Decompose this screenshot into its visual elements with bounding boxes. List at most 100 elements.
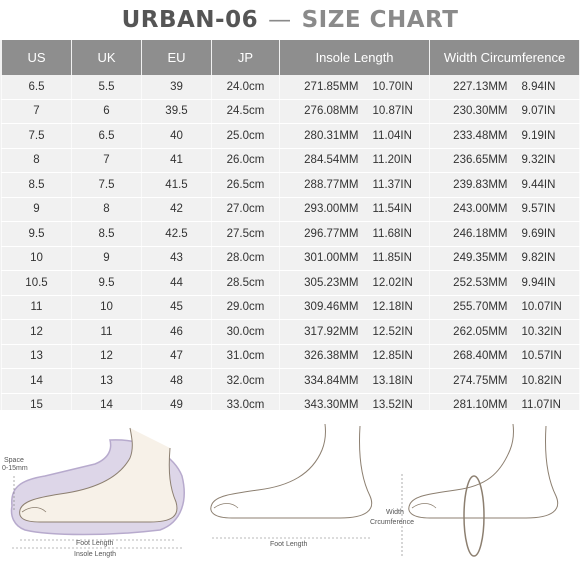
- header-insole-length: Insole Length: [278, 40, 431, 75]
- cell-jp: 32.0cm: [211, 368, 280, 394]
- cell-eu: 39.5: [141, 99, 212, 124]
- cell-insole-in: 11.54IN: [366, 197, 431, 222]
- cell-us: 9.5: [1, 221, 72, 247]
- toe-detail: [21, 507, 47, 513]
- title-brand: URBAN-06: [121, 7, 259, 33]
- cell-jp: 24.0cm: [211, 75, 280, 100]
- cell-uk: 9.5: [71, 270, 142, 296]
- circumference-label: Crcumference: [370, 519, 414, 526]
- cell-width-mm: 249.35MM: [429, 246, 516, 271]
- header-width-circumference: Width Circumference: [429, 40, 580, 75]
- insole-length-label: Insole Length: [74, 551, 116, 558]
- cell-us: 7: [1, 99, 72, 124]
- cell-width-mm: 262.05MM: [429, 319, 516, 345]
- table-row: 7.5 6.5 40 25.0cm 280.31MM 11.04IN 233.48MM 9.1…: [1, 123, 580, 149]
- header-jp: JP: [211, 40, 280, 75]
- table-row: 6.5 5.5 39 24.0cm 271.85MM 10.70IN 227.13MM 8.9…: [1, 75, 580, 100]
- table-row: 8 7 41 26.0cm 284.54MM 11.20IN 236.65MM 9.32IN: [1, 148, 580, 173]
- cell-uk: 6: [71, 99, 142, 124]
- foot-measurement-illustration: Space 0-15mm Foot Length Insole Length F…: [2, 423, 558, 558]
- table-row: 7 6 39.5 24.5cm 276.08MM 10.87IN 230.30MM 9.07I…: [1, 99, 580, 124]
- cell-insole-mm: 305.23MM: [279, 270, 367, 296]
- cell-insole-mm: 293.00MM: [279, 197, 367, 222]
- cell-uk: 12: [71, 344, 142, 369]
- cell-insole-in: 12.52IN: [366, 319, 431, 345]
- cell-insole-in: 11.68IN: [366, 221, 431, 247]
- cell-insole-in: 11.37IN: [366, 172, 431, 198]
- cell-insole-in: 12.18IN: [366, 295, 431, 320]
- cell-uk: 11: [71, 319, 142, 345]
- foot-outline-2: [210, 423, 372, 519]
- size-chart-table-container: US UK EU JP Insole Length Width Circumfe…: [0, 40, 580, 410]
- cell-jp: 26.0cm: [211, 148, 280, 173]
- table-row: 9.5 8.5 42.5 27.5cm 296.77MM 11.68IN 246.18MM 9…: [1, 221, 580, 247]
- cell-insole-in: 11.20IN: [366, 148, 431, 173]
- cell-eu: 49: [141, 393, 212, 410]
- cell-width-in: 9.69IN: [515, 221, 580, 247]
- cell-width-in: 9.57IN: [515, 197, 580, 222]
- width-label: Width: [386, 509, 404, 516]
- cell-insole-mm: 280.31MM: [279, 123, 367, 149]
- cell-insole-in: 11.85IN: [366, 246, 431, 271]
- cell-insole-in: 12.85IN: [366, 344, 431, 369]
- table-row: 11 10 45 29.0cm 309.46MM 12.18IN 255.70MM 10.07…: [1, 295, 580, 320]
- toe-detail-3: [411, 503, 437, 509]
- cell-uk: 5.5: [71, 75, 142, 100]
- cell-width-mm: 274.75MM: [429, 368, 516, 394]
- toe-detail-2: [213, 503, 239, 509]
- cell-us: 15: [1, 393, 72, 410]
- cell-insole-mm: 284.54MM: [279, 148, 367, 173]
- cell-us: 9: [1, 197, 72, 222]
- cell-uk: 7.5: [71, 172, 142, 198]
- cell-us: 11: [1, 295, 72, 320]
- cell-eu: 42: [141, 197, 212, 222]
- cell-eu: 41: [141, 148, 212, 173]
- cell-insole-in: 11.04IN: [366, 123, 431, 149]
- header-us: US: [1, 40, 72, 75]
- foot-length-figure: Foot Length: [210, 423, 372, 548]
- cell-uk: 8: [71, 197, 142, 222]
- cell-eu: 45: [141, 295, 212, 320]
- cell-us: 6.5: [1, 75, 72, 100]
- cell-width-mm: 246.18MM: [429, 221, 516, 247]
- cell-jp: 29.0cm: [211, 295, 280, 320]
- cell-us: 7.5: [1, 123, 72, 149]
- table-row: 12 11 46 30.0cm 317.92MM 12.52IN 262.05MM 10.32…: [1, 319, 580, 345]
- cell-uk: 10: [71, 295, 142, 320]
- cell-insole-mm: 334.84MM: [279, 368, 367, 394]
- cell-width-in: 9.82IN: [515, 246, 580, 271]
- cell-us: 8: [1, 148, 72, 173]
- cell-jp: 25.0cm: [211, 123, 280, 149]
- cell-eu: 46: [141, 319, 212, 345]
- cell-jp: 26.5cm: [211, 172, 280, 198]
- cell-insole-mm: 317.92MM: [279, 319, 367, 345]
- space-label: Space: [4, 457, 24, 464]
- cell-jp: 24.5cm: [211, 99, 280, 124]
- cell-us: 10.5: [1, 270, 72, 296]
- cell-insole-mm: 271.85MM: [279, 75, 367, 100]
- header-uk: UK: [71, 40, 142, 75]
- cell-width-mm: 268.40MM: [429, 344, 516, 369]
- cell-jp: 27.5cm: [211, 221, 280, 247]
- cell-us: 14: [1, 368, 72, 394]
- cell-width-in: 10.82IN: [515, 368, 580, 394]
- cell-width-in: 9.07IN: [515, 99, 580, 124]
- cell-uk: 9: [71, 246, 142, 271]
- cell-width-in: 9.94IN: [515, 270, 580, 296]
- cell-insole-in: 13.52IN: [366, 393, 431, 410]
- cell-width-mm: 255.70MM: [429, 295, 516, 320]
- page-title: URBAN-06 — SIZE CHART: [0, 0, 580, 40]
- cell-width-mm: 281.10MM: [429, 393, 516, 410]
- cell-width-mm: 236.65MM: [429, 148, 516, 173]
- foot-outline-3: [408, 423, 558, 519]
- table-row: 9 8 42 27.0cm 293.00MM 11.54IN 243.00MM 9.57IN: [1, 197, 580, 222]
- cell-eu: 48: [141, 368, 212, 394]
- cell-insole-mm: 288.77MM: [279, 172, 367, 198]
- table-row: 10 9 43 28.0cm 301.00MM 11.85IN 249.35MM 9.82IN: [1, 246, 580, 271]
- cell-eu: 40: [141, 123, 212, 149]
- cell-insole-mm: 309.46MM: [279, 295, 367, 320]
- cell-uk: 8.5: [71, 221, 142, 247]
- cell-uk: 7: [71, 148, 142, 173]
- foot-length-label-2: Foot Length: [270, 541, 307, 548]
- cell-width-in: 10.57IN: [515, 344, 580, 369]
